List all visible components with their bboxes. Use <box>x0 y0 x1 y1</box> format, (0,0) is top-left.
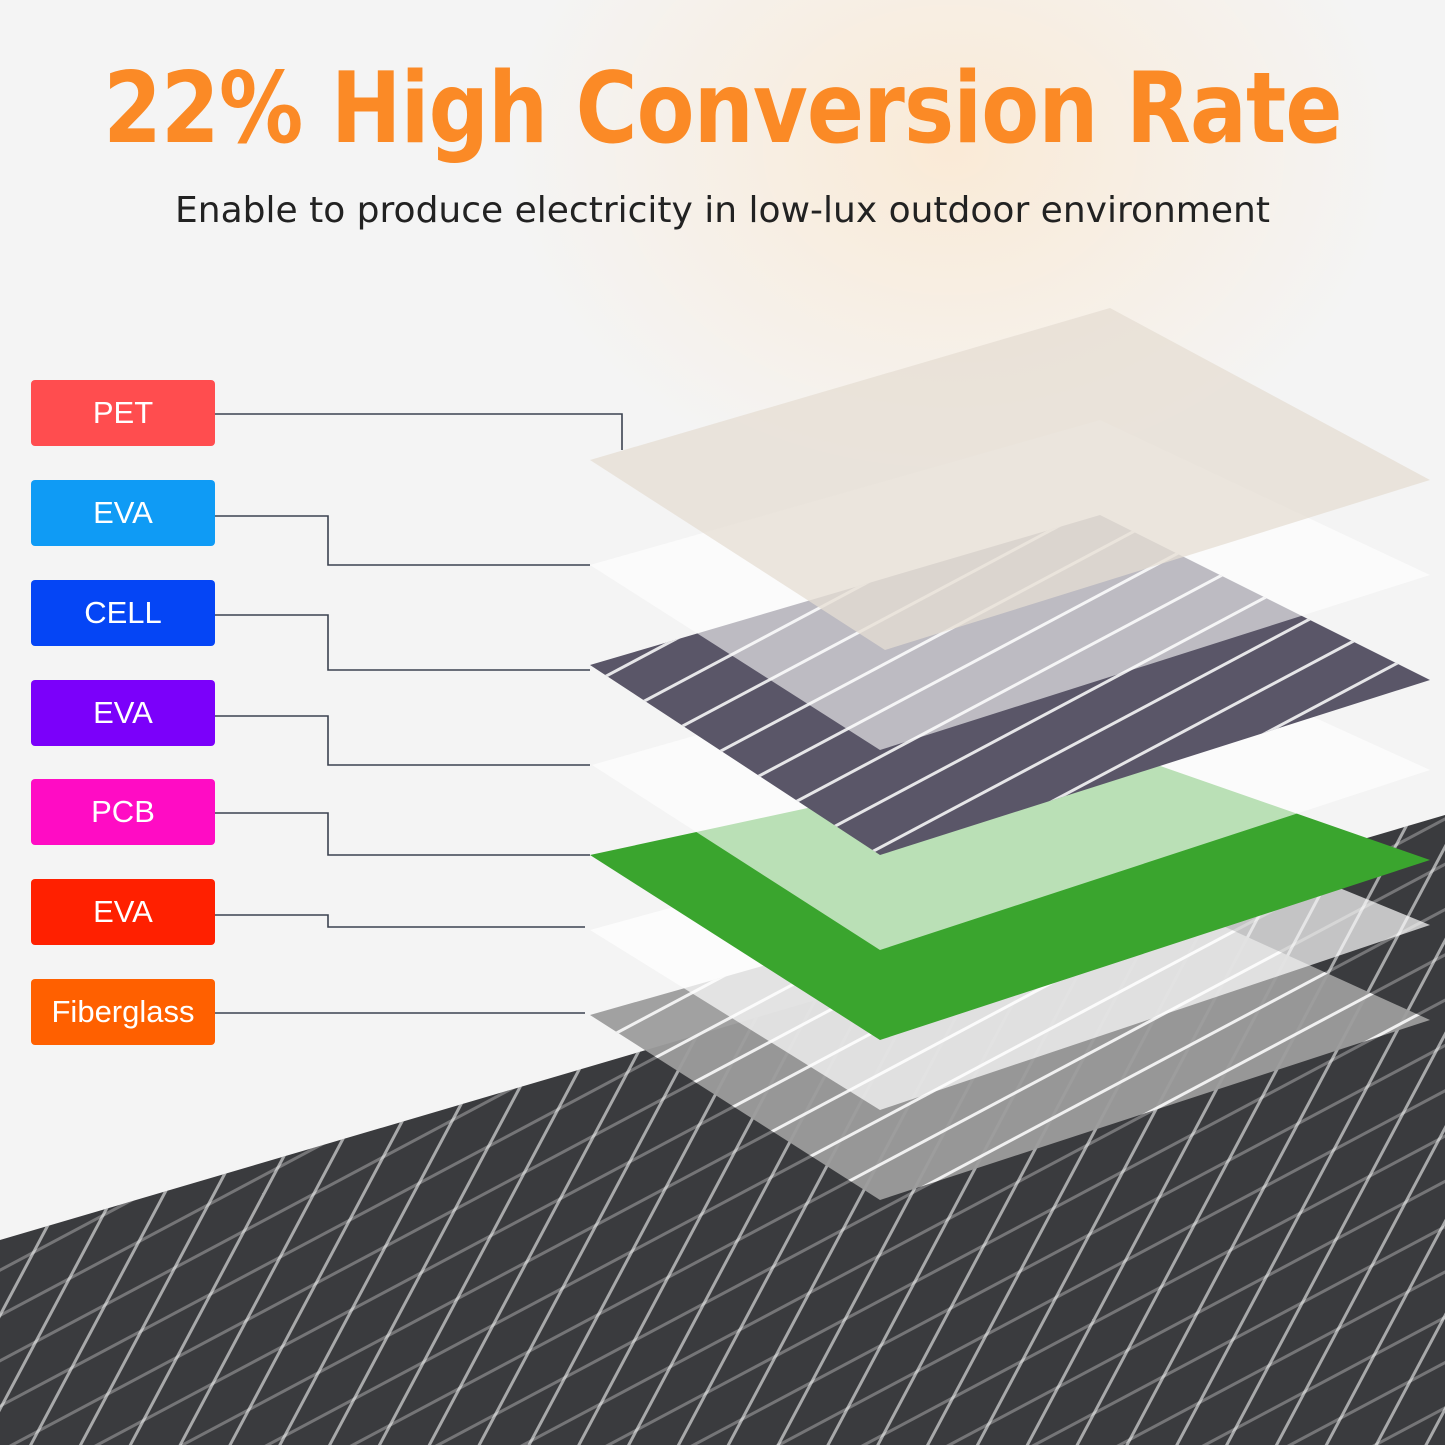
layer-label-cell: CELL <box>31 580 215 646</box>
connector-line <box>215 812 590 856</box>
connector-line <box>215 914 585 928</box>
layer-label-pet: PET <box>31 380 215 446</box>
layer-label-eva: EVA <box>31 480 215 546</box>
layer-label-pcb: PCB <box>31 779 215 845</box>
subtitle: Enable to produce electricity in low-lux… <box>175 190 1270 231</box>
connector-line <box>215 515 590 566</box>
pet-layer <box>590 308 1430 650</box>
connector-line <box>215 715 590 766</box>
headline: 22% High Conversion Rate <box>103 52 1342 166</box>
layer-label-eva: EVA <box>31 879 215 945</box>
connector-line <box>215 614 590 671</box>
connector-line <box>215 413 623 450</box>
layer-label-eva: EVA <box>31 680 215 746</box>
layer-label-fiberglass: Fiberglass <box>31 979 215 1045</box>
